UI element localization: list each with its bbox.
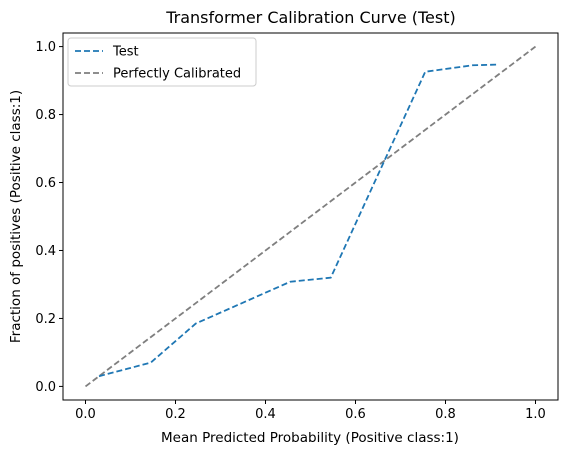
y-axis-ticks: 0.0 0.2 0.4 0.6 0.8 1.0 <box>35 40 63 395</box>
y-tick-label: 0.8 <box>35 108 56 123</box>
legend-label-perfectly-calibrated: Perfectly Calibrated <box>113 67 241 82</box>
series-line-perfectly-calibrated <box>84 45 537 388</box>
y-tick-label: 1.0 <box>35 40 56 55</box>
y-tick-label: 0.6 <box>35 176 56 191</box>
legend-box <box>67 37 257 87</box>
x-tick-label: 0.2 <box>165 407 186 422</box>
x-axis-ticks: 0.0 0.2 0.4 0.6 0.8 1.0 <box>75 400 546 422</box>
x-tick-label: 1.0 <box>525 407 546 422</box>
x-axis-label: Mean Predicted Probability (Positive cla… <box>161 430 459 446</box>
x-tick-label: 0.6 <box>345 407 366 422</box>
legend-label-test: Test <box>112 45 139 60</box>
x-tick-label: 0.8 <box>435 407 456 422</box>
y-axis-label: Fraction of positives (Positive class:1) <box>8 90 24 343</box>
chart-title: Transformer Calibration Curve (Test) <box>165 8 456 27</box>
plot-frame <box>62 32 559 401</box>
y-tick-label: 0.0 <box>35 380 56 395</box>
y-tick-label: 0.2 <box>35 312 56 327</box>
series-layer <box>84 45 537 388</box>
x-tick-label: 0.4 <box>255 407 276 422</box>
y-tick-label: 0.4 <box>35 244 56 259</box>
series-line-test <box>98 63 498 378</box>
x-tick-label: 0.0 <box>75 407 96 422</box>
legend: Test Perfectly Calibrated <box>67 37 257 87</box>
